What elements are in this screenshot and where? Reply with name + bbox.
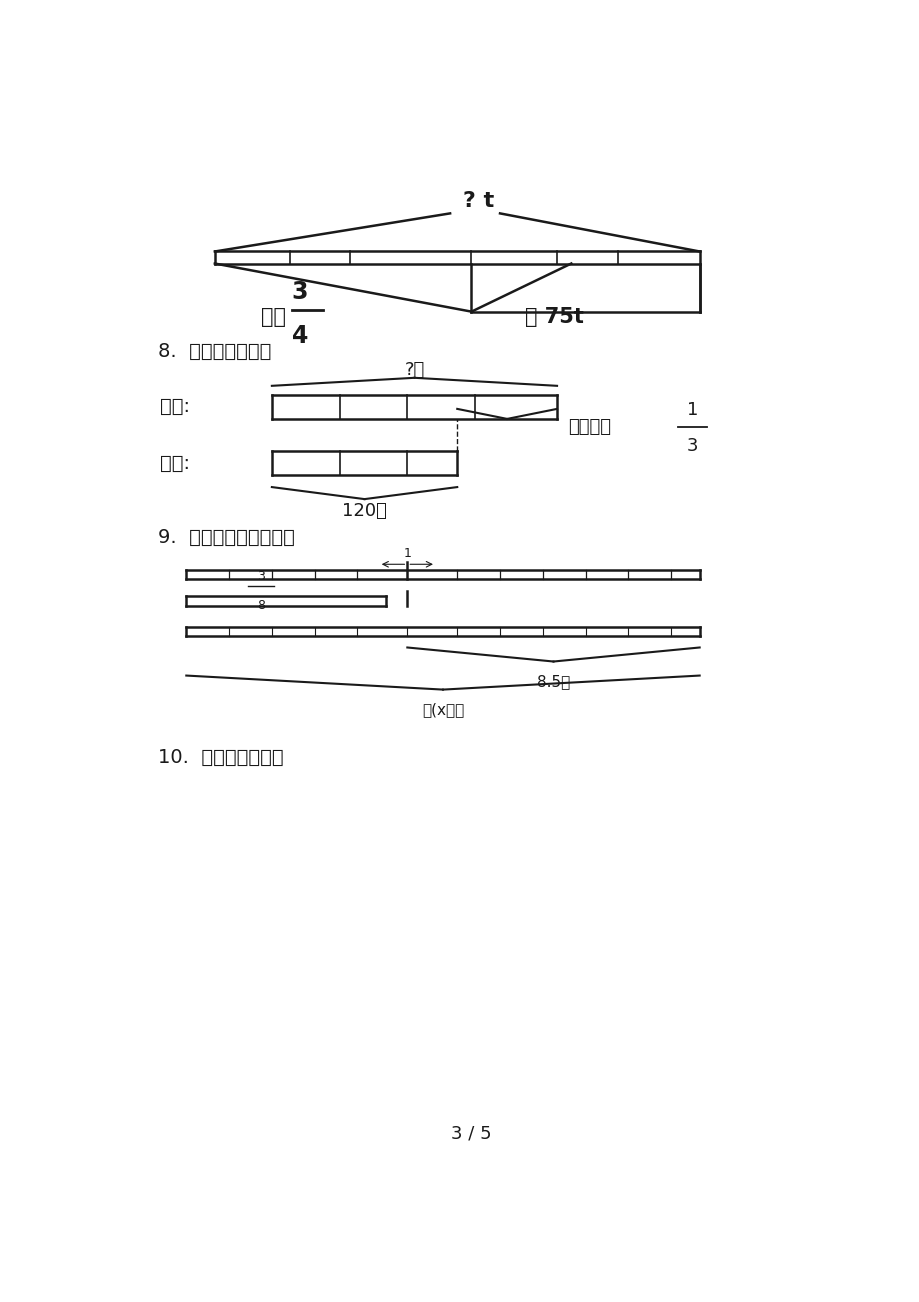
- Text: 1: 1: [403, 547, 411, 560]
- Text: ?只: ?只: [403, 361, 425, 379]
- Text: 运走: 运走: [261, 307, 286, 327]
- Text: 4: 4: [291, 324, 308, 348]
- Text: 3: 3: [257, 570, 265, 583]
- Text: ？(x）吨: ？(x）吨: [422, 703, 463, 717]
- Text: 9.  看图列方程并计算。: 9. 看图列方程并计算。: [158, 527, 294, 547]
- Text: 3: 3: [291, 280, 308, 303]
- Text: 8: 8: [257, 599, 265, 612]
- Text: 8.  看图列式计算。: 8. 看图列式计算。: [158, 342, 271, 361]
- Text: 8.5吨: 8.5吨: [537, 674, 570, 690]
- Text: 10.  看图列式计算。: 10. 看图列式计算。: [158, 749, 283, 767]
- Text: 剩 75t: 剩 75t: [525, 307, 584, 327]
- Text: 3 / 5: 3 / 5: [450, 1125, 492, 1143]
- Text: 1: 1: [686, 401, 698, 419]
- Text: 绵羊:: 绵羊:: [160, 453, 189, 473]
- Text: 山羊:: 山羊:: [160, 397, 189, 417]
- Text: 120只: 120只: [342, 503, 387, 519]
- Text: ? t: ? t: [462, 191, 494, 211]
- Text: 3: 3: [686, 437, 698, 454]
- Text: 比绵羊多: 比绵羊多: [567, 418, 610, 436]
